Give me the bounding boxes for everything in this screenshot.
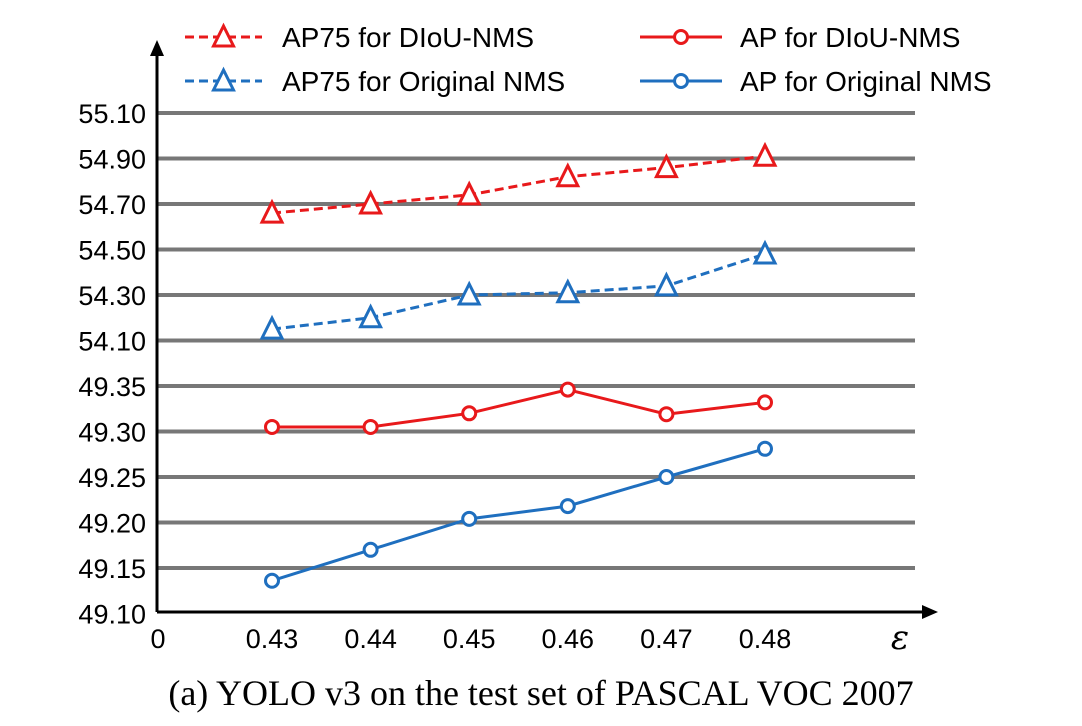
circle-marker bbox=[362, 418, 379, 435]
triangle-marker bbox=[456, 280, 482, 306]
series-line bbox=[272, 388, 766, 429]
legend-entry: AP75 for Original NMS bbox=[185, 66, 565, 97]
legend-label: AP75 for Original NMS bbox=[282, 66, 565, 97]
tick-labels: 49.10 49.15 49.20 49.25 49.30 49.35 54.10 54.30… bbox=[78, 99, 791, 654]
triangle-marker bbox=[259, 314, 285, 340]
series-2 bbox=[259, 239, 778, 340]
series-1 bbox=[259, 141, 778, 224]
y-tick-label: 54.10 bbox=[78, 327, 146, 357]
legend-entry: AP for DIoU-NMS bbox=[640, 22, 960, 53]
legend-label: AP for Original NMS bbox=[740, 66, 992, 97]
circle-marker bbox=[362, 541, 379, 558]
legend-label: AP for DIoU-NMS bbox=[740, 22, 960, 53]
triangle-marker bbox=[456, 180, 482, 206]
origin-label: 0 bbox=[150, 624, 165, 654]
circle-marker bbox=[658, 406, 675, 423]
circle-marker bbox=[673, 73, 689, 89]
triangle-marker bbox=[358, 189, 384, 215]
circle-marker bbox=[757, 394, 773, 411]
y-tick-label: 49.30 bbox=[78, 418, 146, 448]
circle-marker bbox=[264, 418, 280, 435]
y-axis-arrow bbox=[150, 40, 164, 56]
series-line bbox=[271, 252, 766, 331]
y-tick-label: 49.25 bbox=[78, 463, 146, 493]
series-line bbox=[271, 447, 766, 583]
legend: AP75 for DIoU-NMS AP75 for Original NMS AP… bbox=[185, 22, 992, 97]
x-axis-label: ε bbox=[891, 618, 909, 658]
y-tick-label: 49.10 bbox=[78, 600, 146, 630]
triangle-marker bbox=[555, 278, 581, 304]
y-tick-label: 49.20 bbox=[78, 509, 146, 539]
axes: 0 ε bbox=[150, 40, 938, 658]
circle-marker bbox=[757, 440, 773, 457]
circle-marker bbox=[673, 29, 689, 45]
chart-svg: 0 ε 49.10 49.15 49.20 49.25 49.30 49.35 54.10 5… bbox=[78, 22, 992, 658]
circle-marker bbox=[461, 405, 478, 422]
figure-caption: (a) YOLO v3 on the test set of PASCAL VO… bbox=[168, 673, 914, 713]
triangle-marker bbox=[653, 153, 679, 179]
triangle-marker bbox=[752, 141, 778, 167]
triangle-marker bbox=[752, 239, 778, 265]
x-tick-label: 0.43 bbox=[246, 624, 299, 654]
y-tick-label: 54.30 bbox=[78, 281, 146, 311]
circle-marker bbox=[658, 469, 675, 485]
y-tick-label: 54.90 bbox=[78, 145, 146, 175]
x-tick-label: 0.47 bbox=[640, 624, 693, 654]
series-3 bbox=[264, 381, 773, 435]
x-axis-arrow bbox=[922, 605, 938, 619]
legend-entry: AP for Original NMS bbox=[640, 66, 992, 97]
circle-marker bbox=[559, 381, 576, 398]
series bbox=[259, 141, 778, 589]
x-tick-label: 0.46 bbox=[542, 624, 595, 654]
triangle-marker bbox=[555, 162, 581, 188]
series-4 bbox=[264, 440, 773, 589]
y-tick-label: 49.35 bbox=[78, 372, 146, 402]
y-tick-label: 49.15 bbox=[78, 554, 146, 584]
triangle-marker bbox=[259, 198, 285, 224]
triangle-marker bbox=[211, 22, 236, 48]
y-tick-label: 54.50 bbox=[78, 236, 146, 266]
x-tick-label: 0.45 bbox=[443, 624, 496, 654]
legend-entry: AP75 for DIoU-NMS bbox=[185, 22, 534, 53]
y-tick-label: 55.10 bbox=[78, 99, 146, 129]
x-tick-label: 0.48 bbox=[739, 624, 792, 654]
circle-marker bbox=[264, 572, 280, 589]
y-tick-label: 54.70 bbox=[78, 190, 146, 220]
gridlines bbox=[157, 111, 915, 570]
triangle-marker bbox=[653, 271, 679, 297]
triangle-marker bbox=[211, 66, 236, 92]
x-tick-label: 0.44 bbox=[344, 624, 397, 654]
legend-label: AP75 for DIoU-NMS bbox=[282, 22, 534, 53]
triangle-marker bbox=[358, 303, 384, 329]
circle-marker bbox=[559, 498, 576, 515]
circle-marker bbox=[461, 510, 478, 527]
series-line bbox=[271, 154, 766, 215]
